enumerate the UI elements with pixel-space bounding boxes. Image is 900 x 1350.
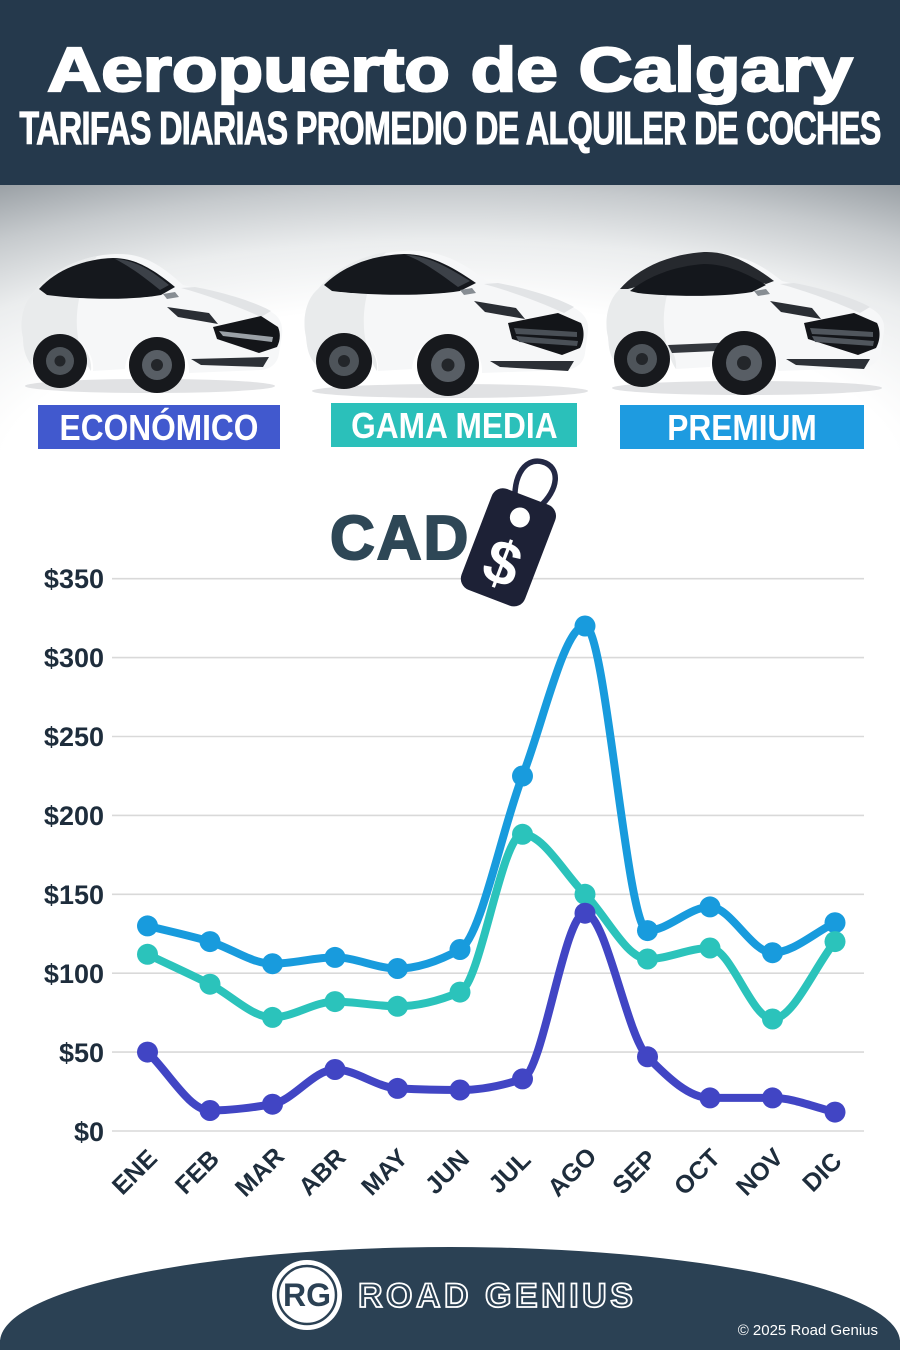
svg-text:$250: $250 bbox=[44, 722, 104, 752]
svg-text:JUN: JUN bbox=[420, 1145, 475, 1200]
svg-text:DIC: DIC bbox=[797, 1147, 847, 1197]
svg-text:NOV: NOV bbox=[731, 1143, 789, 1201]
svg-text:$100: $100 bbox=[44, 959, 104, 989]
svg-text:ROAD GENIUS: ROAD GENIUS bbox=[358, 1277, 636, 1315]
svg-text:$150: $150 bbox=[44, 880, 104, 910]
svg-text:MAR: MAR bbox=[230, 1142, 290, 1202]
svg-text:SEP: SEP bbox=[607, 1145, 662, 1200]
svg-text:ABR: ABR bbox=[293, 1143, 351, 1201]
svg-text:AGO: AGO bbox=[542, 1142, 602, 1202]
svg-text:RG: RG bbox=[283, 1277, 331, 1313]
svg-text:$0: $0 bbox=[74, 1117, 104, 1147]
svg-text:MAY: MAY bbox=[356, 1143, 414, 1201]
svg-text:FEB: FEB bbox=[170, 1145, 225, 1200]
svg-text:$350: $350 bbox=[44, 564, 104, 594]
svg-text:$50: $50 bbox=[59, 1038, 104, 1068]
svg-text:OCT: OCT bbox=[669, 1144, 726, 1201]
svg-text:$200: $200 bbox=[44, 801, 104, 831]
svg-text:$300: $300 bbox=[44, 643, 104, 673]
svg-text:ENE: ENE bbox=[107, 1144, 163, 1200]
svg-text:JUL: JUL bbox=[483, 1146, 536, 1199]
